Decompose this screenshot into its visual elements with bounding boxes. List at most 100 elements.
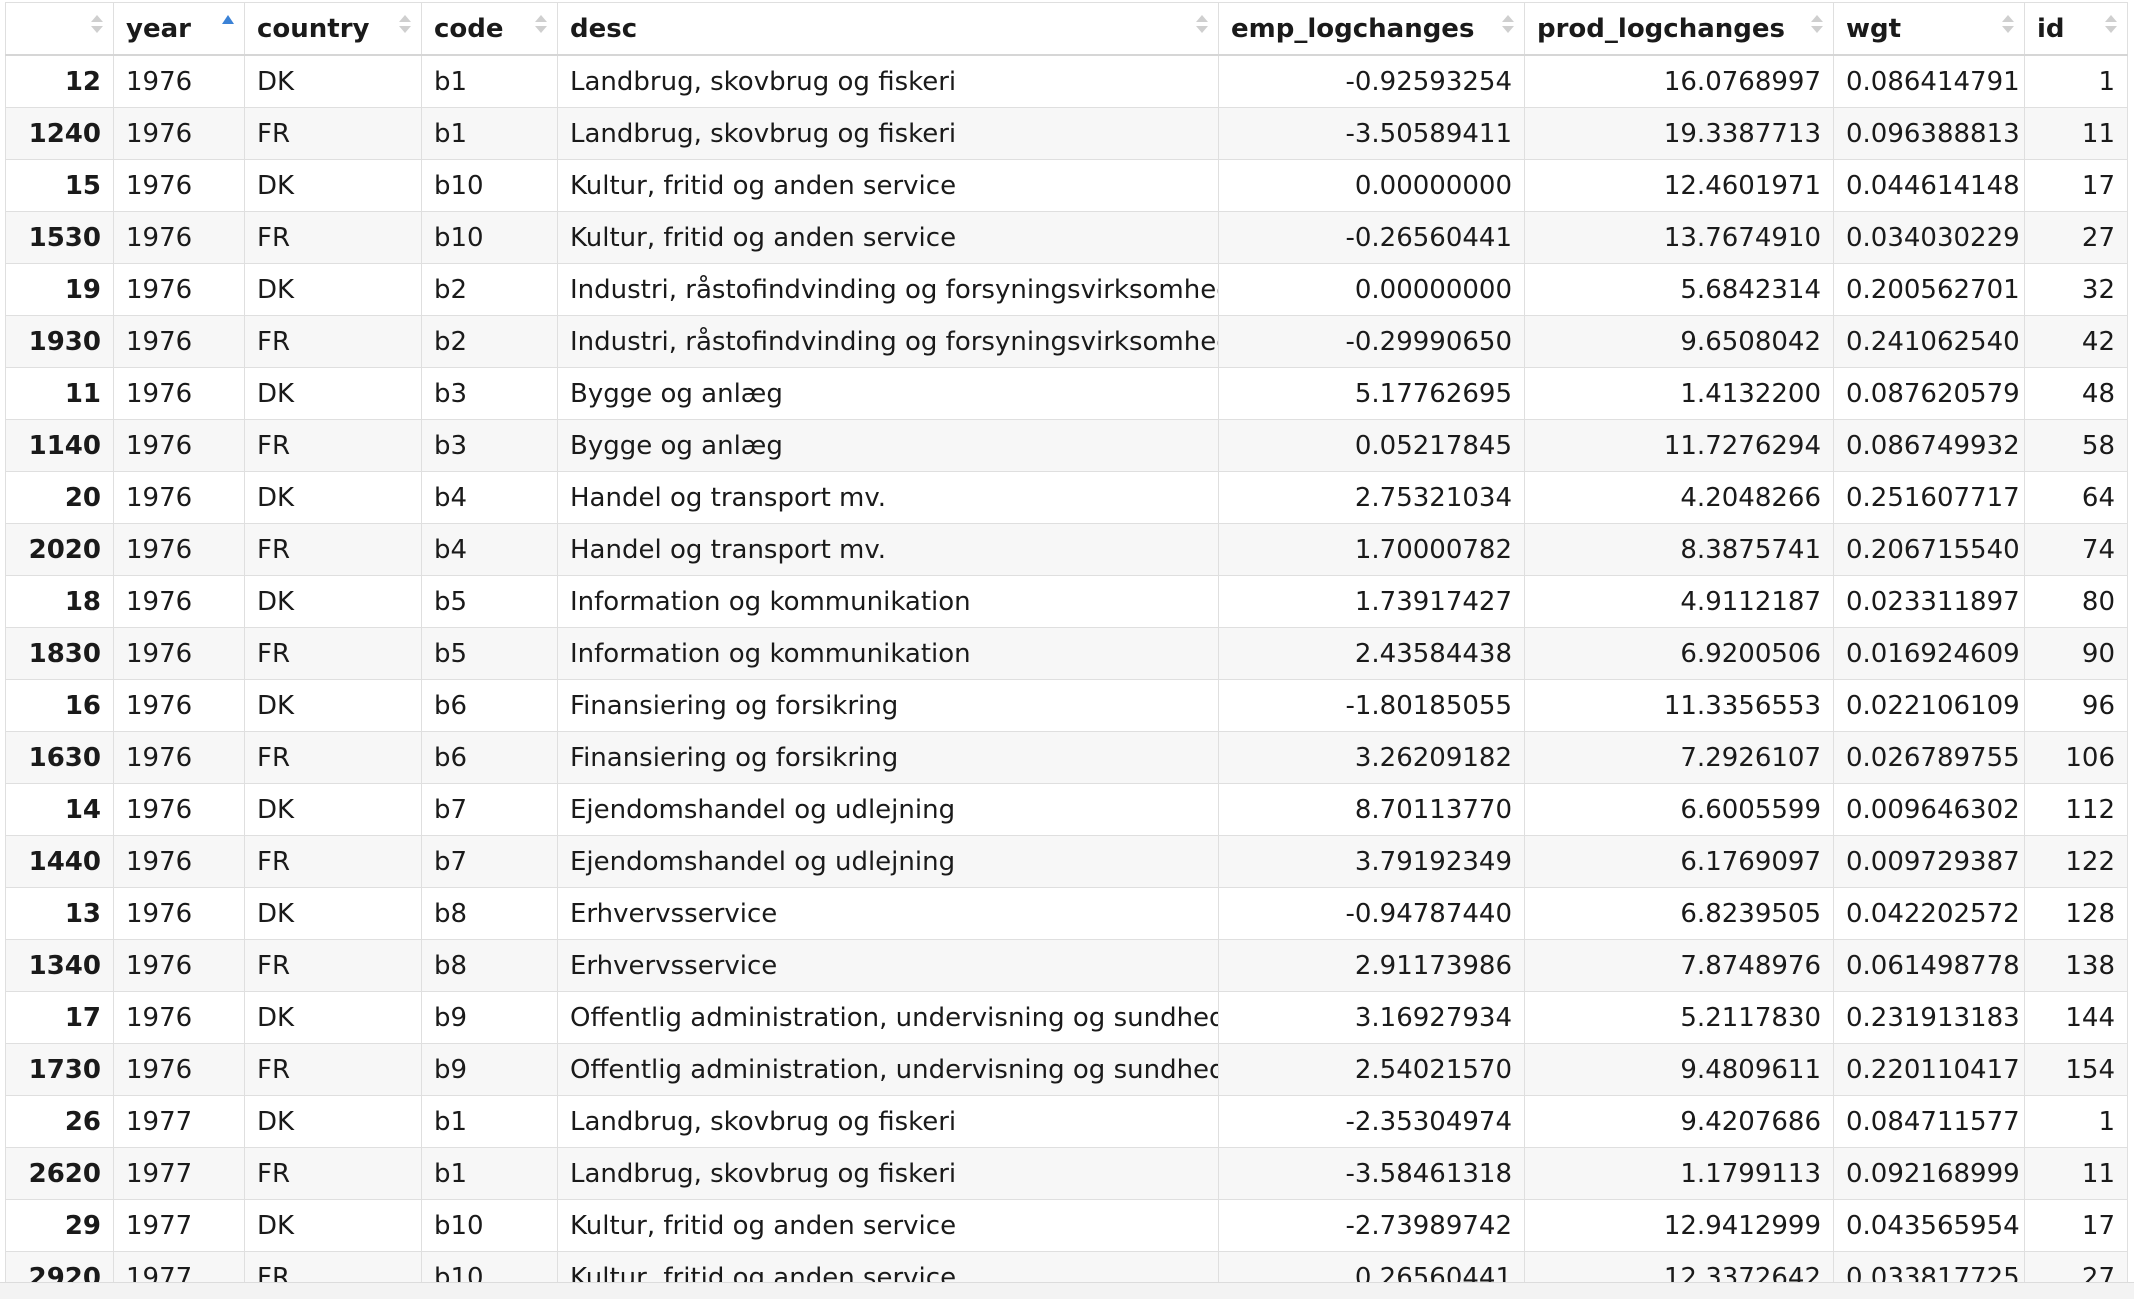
wgt-cell: 0.042202572 xyxy=(1833,887,2025,940)
table-row[interactable]: 26 1977 DK b1 Landbrug, skovbrug og fiskeri -… xyxy=(5,1095,2128,1148)
table-row[interactable]: 12 1976 DK b1 Landbrug, skovbrug og fiskeri -… xyxy=(5,54,2128,108)
row-name-cell: 11 xyxy=(5,367,114,420)
country-cell: FR xyxy=(244,1043,422,1096)
table-row[interactable]: 18 1976 DK b5 Information og kommunikation 1.… xyxy=(5,575,2128,628)
table-row[interactable]: 20 1976 DK b4 Handel og transport mv. 2.75321… xyxy=(5,471,2128,524)
table-row[interactable]: 1340 1976 FR b8 Erhvervsservice 2.91173986 7.8… xyxy=(5,939,2128,992)
table-row[interactable]: 1530 1976 FR b10 Kultur, fritid og anden ser… xyxy=(5,211,2128,264)
year-cell: 1976 xyxy=(113,315,245,368)
table-row[interactable]: 17 1976 DK b9 Offentlig administration, unde… xyxy=(5,991,2128,1044)
status-bar xyxy=(0,1282,2134,1299)
table-row[interactable]: 29 1977 DK b10 Kultur, fritid og anden servi… xyxy=(5,1199,2128,1252)
column-header-code[interactable]: code xyxy=(421,2,558,56)
country-cell: FR xyxy=(244,419,422,472)
desc-cell: Landbrug, skovbrug og fiskeri xyxy=(557,107,1219,160)
table-row[interactable]: 2620 1977 FR b1 Landbrug, skovbrug og fisker… xyxy=(5,1147,2128,1200)
column-header-country[interactable]: country xyxy=(244,2,422,56)
desc-cell: Handel og transport mv. xyxy=(557,523,1219,576)
id-cell: 42 xyxy=(2024,315,2128,368)
sort-icon[interactable] xyxy=(1502,15,1514,37)
table-row[interactable]: 2020 1976 FR b4 Handel og transport mv. 1.700… xyxy=(5,523,2128,576)
wgt-cell: 0.009729387 xyxy=(1833,835,2025,888)
column-header-year[interactable]: year xyxy=(113,2,245,56)
table-row[interactable]: 1630 1976 FR b6 Finansiering og forsikring 3.… xyxy=(5,731,2128,784)
emp-logchanges-cell: 0.00000000 xyxy=(1218,263,1525,316)
code-cell: b9 xyxy=(421,1043,558,1096)
code-cell: b2 xyxy=(421,315,558,368)
wgt-cell: 0.026789755 xyxy=(1833,731,2025,784)
emp-logchanges-cell: 2.91173986 xyxy=(1218,939,1525,992)
year-cell: 1976 xyxy=(113,419,245,472)
sort-icon[interactable] xyxy=(535,15,547,37)
code-cell: b10 xyxy=(421,159,558,212)
year-cell: 1976 xyxy=(113,107,245,160)
column-header-rownames[interactable] xyxy=(5,2,114,56)
wgt-cell: 0.087620579 xyxy=(1833,367,2025,420)
table-row[interactable]: 1730 1976 FR b9 Offentlig administration, un… xyxy=(5,1043,2128,1096)
emp-logchanges-cell: -0.92593254 xyxy=(1218,54,1525,108)
emp-logchanges-cell: -0.26560441 xyxy=(1218,211,1525,264)
emp-logchanges-cell: 3.26209182 xyxy=(1218,731,1525,784)
desc-cell: Finansiering og forsikring xyxy=(557,679,1219,732)
sort-ascending-icon[interactable] xyxy=(222,15,234,37)
prod-logchanges-cell: 12.4601971 xyxy=(1524,159,1834,212)
table-row[interactable]: 13 1976 DK b8 Erhvervsservice -0.94787440 6.82… xyxy=(5,887,2128,940)
sort-icon[interactable] xyxy=(2105,15,2117,37)
table-row[interactable]: 1930 1976 FR b2 Industri, råstofindvinding o… xyxy=(5,315,2128,368)
code-cell: b6 xyxy=(421,731,558,784)
prod-logchanges-cell: 6.8239505 xyxy=(1524,887,1834,940)
desc-cell: Industri, råstofindvinding og forsynings… xyxy=(557,263,1219,316)
desc-cell: Landbrug, skovbrug og fiskeri xyxy=(557,1095,1219,1148)
column-header-wgt[interactable]: wgt xyxy=(1833,2,2025,56)
sort-icon[interactable] xyxy=(1196,15,1208,37)
row-name-cell: 17 xyxy=(5,991,114,1044)
code-cell: b10 xyxy=(421,211,558,264)
code-cell: b1 xyxy=(421,54,558,108)
id-cell: 80 xyxy=(2024,575,2128,628)
sort-icon[interactable] xyxy=(399,15,411,37)
row-name-cell: 18 xyxy=(5,575,114,628)
country-cell: FR xyxy=(244,1147,422,1200)
year-cell: 1976 xyxy=(113,731,245,784)
code-cell: b8 xyxy=(421,887,558,940)
column-header-emp-logchanges[interactable]: emp_logchanges xyxy=(1218,2,1525,56)
country-cell: DK xyxy=(244,991,422,1044)
prod-logchanges-cell: 7.2926107 xyxy=(1524,731,1834,784)
id-cell: 144 xyxy=(2024,991,2128,1044)
wgt-cell: 0.200562701 xyxy=(1833,263,2025,316)
country-cell: FR xyxy=(244,939,422,992)
sort-icon[interactable] xyxy=(91,15,103,37)
prod-logchanges-cell: 9.6508042 xyxy=(1524,315,1834,368)
id-cell: 1 xyxy=(2024,1095,2128,1148)
code-cell: b8 xyxy=(421,939,558,992)
row-name-cell: 16 xyxy=(5,679,114,732)
emp-logchanges-cell: -3.50589411 xyxy=(1218,107,1525,160)
row-name-cell: 15 xyxy=(5,159,114,212)
table-row[interactable]: 15 1976 DK b10 Kultur, fritid og anden servi… xyxy=(5,159,2128,212)
code-cell: b7 xyxy=(421,835,558,888)
row-name-cell: 13 xyxy=(5,887,114,940)
id-cell: 96 xyxy=(2024,679,2128,732)
table-row[interactable]: 1830 1976 FR b5 Information og kommunikation… xyxy=(5,627,2128,680)
prod-logchanges-cell: 12.9412999 xyxy=(1524,1199,1834,1252)
table-row[interactable]: 19 1976 DK b2 Industri, råstofindvinding og … xyxy=(5,263,2128,316)
table-row[interactable]: 11 1976 DK b3 Bygge og anlæg 5.17762695 1.4132… xyxy=(5,367,2128,420)
column-header-prod-logchanges[interactable]: prod_logchanges xyxy=(1524,2,1834,56)
table-row[interactable]: 14 1976 DK b7 Ejendomshandel og udlejning 8.7… xyxy=(5,783,2128,836)
row-name-cell: 2620 xyxy=(5,1147,114,1200)
column-header-id[interactable]: id xyxy=(2024,2,2128,56)
table-row[interactable]: 1140 1976 FR b3 Bygge og anlæg 0.05217845 11.7… xyxy=(5,419,2128,472)
table-row[interactable]: 1440 1976 FR b7 Ejendomshandel og udlejning 3… xyxy=(5,835,2128,888)
column-header-desc[interactable]: desc xyxy=(557,2,1219,56)
id-cell: 112 xyxy=(2024,783,2128,836)
code-cell: b5 xyxy=(421,575,558,628)
code-cell: b3 xyxy=(421,419,558,472)
table-row[interactable]: 16 1976 DK b6 Finansiering og forsikring -1.8… xyxy=(5,679,2128,732)
year-cell: 1976 xyxy=(113,159,245,212)
id-cell: 17 xyxy=(2024,159,2128,212)
row-name-cell: 29 xyxy=(5,1199,114,1252)
sort-icon[interactable] xyxy=(2002,15,2014,37)
table-row[interactable]: 1240 1976 FR b1 Landbrug, skovbrug og fisker… xyxy=(5,107,2128,160)
sort-icon[interactable] xyxy=(1811,15,1823,37)
